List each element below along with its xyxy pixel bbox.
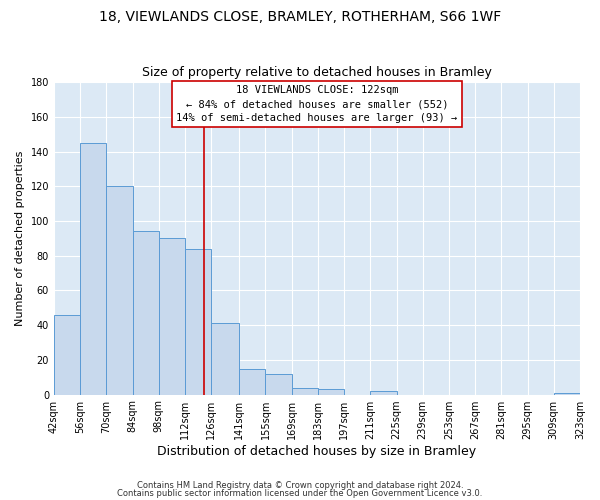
Bar: [318, 390, 344, 394]
Bar: [159, 238, 185, 394]
Text: 18 VIEWLANDS CLOSE: 122sqm
← 84% of detached houses are smaller (552)
14% of sem: 18 VIEWLANDS CLOSE: 122sqm ← 84% of deta…: [176, 85, 458, 123]
Bar: [265, 374, 292, 394]
Text: Contains public sector information licensed under the Open Government Licence v3: Contains public sector information licen…: [118, 488, 482, 498]
Bar: [554, 393, 580, 394]
Bar: [239, 368, 265, 394]
Text: 18, VIEWLANDS CLOSE, BRAMLEY, ROTHERHAM, S66 1WF: 18, VIEWLANDS CLOSE, BRAMLEY, ROTHERHAM,…: [99, 10, 501, 24]
Bar: [54, 314, 80, 394]
Bar: [370, 391, 397, 394]
Text: Contains HM Land Registry data © Crown copyright and database right 2024.: Contains HM Land Registry data © Crown c…: [137, 481, 463, 490]
Title: Size of property relative to detached houses in Bramley: Size of property relative to detached ho…: [142, 66, 492, 80]
Y-axis label: Number of detached properties: Number of detached properties: [15, 150, 25, 326]
Bar: [185, 248, 211, 394]
Bar: [80, 143, 106, 395]
X-axis label: Distribution of detached houses by size in Bramley: Distribution of detached houses by size …: [157, 444, 476, 458]
Bar: [133, 232, 159, 394]
Bar: [106, 186, 133, 394]
Bar: [292, 388, 318, 394]
Bar: [211, 324, 239, 394]
